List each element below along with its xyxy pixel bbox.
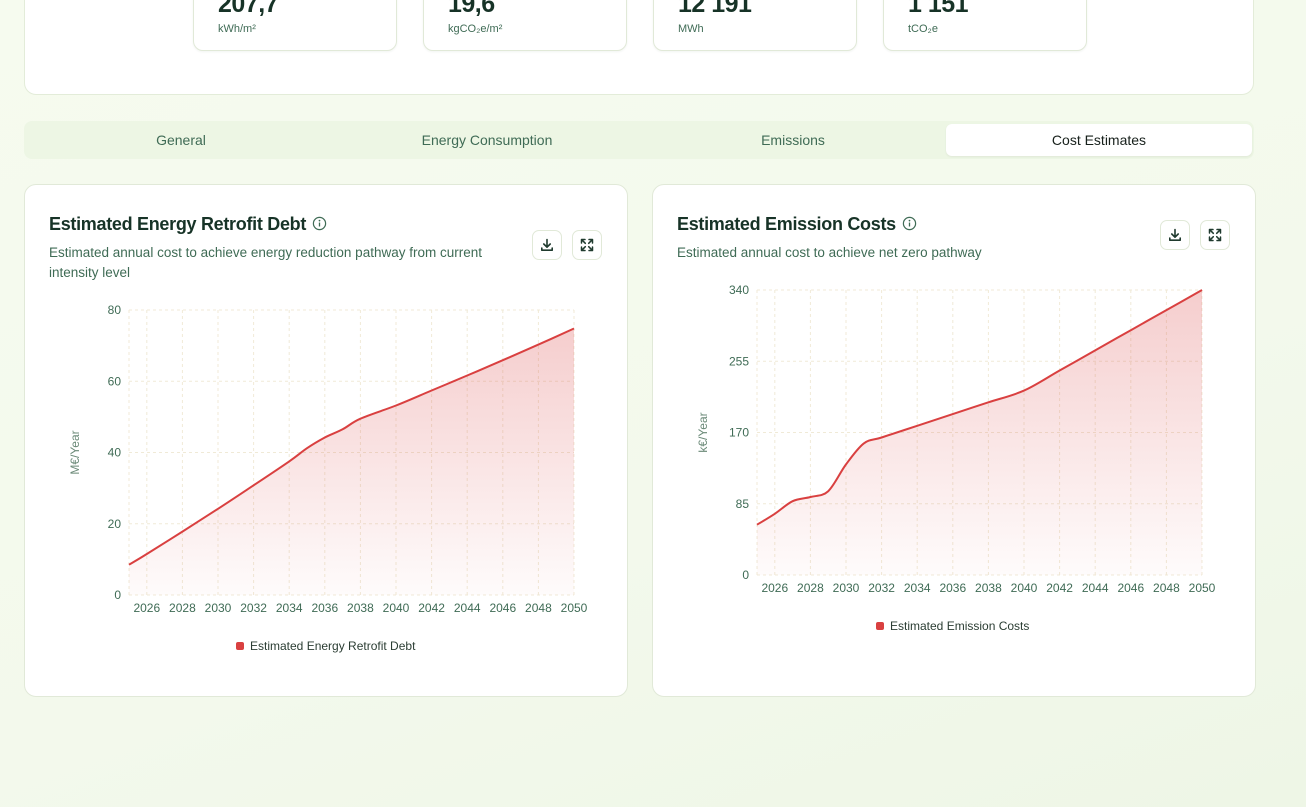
metric-unit: kgCO₂e/m² [448, 23, 503, 35]
x-tick-label: 2046 [489, 601, 516, 615]
x-tick-label: 2038 [347, 601, 374, 615]
metric-energy-total: 12 191 MWh [653, 0, 857, 51]
series-area [129, 328, 574, 595]
card-title-text: Estimated Emission Costs [677, 214, 896, 234]
download-button[interactable] [532, 230, 562, 260]
metric-unit: kWh/m² [218, 23, 256, 35]
y-tick-label: 255 [729, 354, 749, 368]
y-tick-label: 0 [742, 568, 749, 582]
y-tick-label: 0 [114, 588, 121, 602]
expand-icon [1208, 228, 1222, 242]
x-tick-label: 2040 [383, 601, 410, 615]
x-tick-label: 2028 [797, 581, 824, 595]
legend-label: Estimated Energy Retrofit Debt [250, 639, 416, 653]
x-tick-label: 2048 [525, 601, 552, 615]
card-title: Estimated Emission Costs [677, 214, 917, 236]
series-line [756, 289, 1203, 526]
chart-legend[interactable]: Estimated Emission Costs [876, 619, 1029, 633]
x-tick-label: 2036 [311, 601, 338, 615]
download-icon [541, 238, 553, 251]
legend-swatch [236, 642, 244, 650]
x-tick-label: 2030 [205, 601, 232, 615]
metric-energy-intensity: 207,7 kWh/m² [193, 0, 397, 51]
legend-swatch [876, 622, 884, 630]
expand-icon [580, 238, 594, 252]
retrofit-debt-card: Estimated Energy Retrofit Debt Estimated… [24, 184, 628, 697]
metric-value: 19,6 [448, 0, 495, 18]
emission-costs-chart: 0 85 170 255 340 2026 2028 2030 2032 2034 2036 2038… [696, 283, 1216, 595]
x-tick-label: 2030 [833, 581, 860, 595]
x-tick-label: 2026 [133, 601, 160, 615]
y-tick-label: 40 [108, 446, 122, 460]
summary-panel: 207,7 kWh/m² 19,6 kgCO₂e/m² 12 191 MWh 1… [24, 0, 1254, 95]
tab-bar: General Energy Consumption Emissions Cos… [24, 121, 1254, 159]
y-tick-label: 340 [729, 283, 749, 297]
emission-costs-card: Estimated Emission Costs Estimated annua… [652, 184, 1256, 697]
x-tick-label: 2038 [975, 581, 1002, 595]
x-tick-label: 2046 [1117, 581, 1144, 595]
y-tick-label: 170 [729, 426, 749, 440]
y-tick-label: 80 [108, 303, 122, 317]
metric-value: 12 191 [678, 0, 752, 18]
x-tick-label: 2044 [1082, 581, 1109, 595]
card-subtitle: Estimated annual cost to achieve net zer… [677, 245, 982, 260]
tab-general[interactable]: General [156, 132, 206, 148]
y-axis-label: M€/Year [68, 430, 82, 474]
y-tick-label: 85 [736, 497, 750, 511]
metric-unit: tCO₂e [908, 23, 938, 35]
x-tick-label: 2026 [761, 581, 788, 595]
info-icon[interactable] [902, 215, 917, 236]
tab-emissions[interactable]: Emissions [761, 132, 825, 148]
x-tick-label: 2042 [1046, 581, 1073, 595]
fullscreen-button[interactable] [572, 230, 602, 260]
x-tick-label: 2036 [939, 581, 966, 595]
x-tick-label: 2040 [1011, 581, 1038, 595]
x-tick-label: 2044 [454, 601, 481, 615]
tab-energy-consumption[interactable]: Energy Consumption [421, 132, 553, 148]
download-icon [1169, 228, 1181, 241]
fullscreen-button[interactable] [1200, 220, 1230, 250]
x-tick-label: 2048 [1153, 581, 1180, 595]
metric-emission-intensity: 19,6 kgCO₂e/m² [423, 0, 627, 51]
download-button[interactable] [1160, 220, 1190, 250]
y-tick-label: 60 [108, 374, 122, 388]
metric-unit: MWh [678, 23, 704, 35]
card-title-text: Estimated Energy Retrofit Debt [49, 214, 307, 234]
x-tick-label: 2028 [169, 601, 196, 615]
x-tick-label: 2050 [561, 601, 588, 615]
x-tick-label: 2034 [276, 601, 303, 615]
card-subtitle: Estimated annual cost to achieve energy … [49, 245, 482, 280]
x-tick-label: 2034 [904, 581, 931, 595]
x-tick-label: 2032 [240, 601, 267, 615]
tab-cost-estimates[interactable]: Cost Estimates [946, 124, 1252, 156]
info-icon[interactable] [312, 215, 327, 236]
metric-value: 207,7 [218, 0, 279, 18]
series-area [757, 290, 1202, 575]
card-title: Estimated Energy Retrofit Debt [49, 214, 327, 236]
series-line [128, 327, 575, 566]
metric-value: 1 151 [908, 0, 969, 18]
x-tick-label: 2042 [418, 601, 445, 615]
chart-legend[interactable]: Estimated Energy Retrofit Debt [236, 639, 415, 653]
y-axis-label: k€/Year [696, 412, 710, 452]
y-tick-label: 20 [108, 517, 122, 531]
metric-emissions-total: 1 151 tCO₂e [883, 0, 1087, 51]
legend-label: Estimated Emission Costs [890, 619, 1030, 633]
x-tick-label: 2050 [1189, 581, 1216, 595]
x-tick-label: 2032 [868, 581, 895, 595]
